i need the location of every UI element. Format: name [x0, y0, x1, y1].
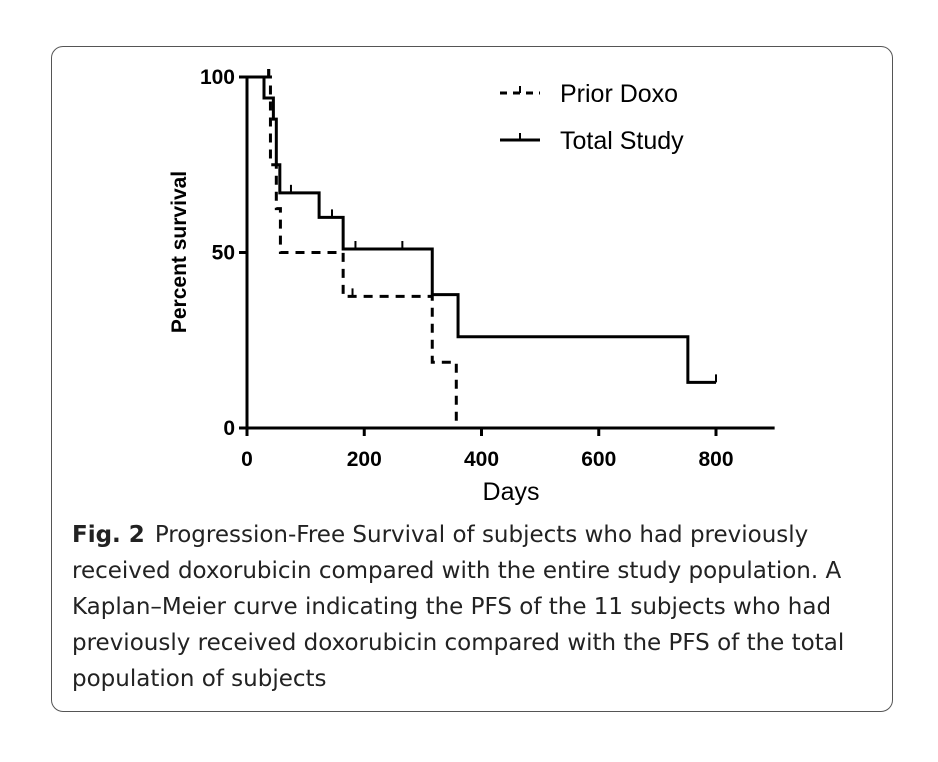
caption-label: Fig. 2: [72, 522, 145, 548]
legend-total-study: Total Study: [560, 127, 684, 155]
y-axis-label: Percent survival: [168, 171, 191, 333]
x-tick-label: 600: [581, 448, 616, 471]
legend-prior-doxo: Prior Doxo: [560, 80, 678, 108]
figure-caption: Fig. 2 Progression-Free Survival of subje…: [72, 517, 872, 697]
x-tick-label: 400: [464, 448, 499, 471]
x-tick-label: 800: [698, 448, 733, 471]
y-tick-label: 0: [223, 417, 235, 440]
x-tick-label: 200: [347, 448, 382, 471]
km-chart: 0 200 400 600 800 0 50 100 Percent survival Day…: [168, 66, 775, 506]
series-prior-doxo: [247, 75, 458, 428]
legend: Prior Doxo Total Study: [500, 80, 684, 155]
x-tick-label: 0: [241, 448, 253, 471]
caption-text: Progression-Free Survival of subjects wh…: [72, 522, 845, 692]
y-tick-label: 50: [212, 242, 235, 265]
y-tick-label: 100: [200, 66, 235, 89]
series-total-study: [247, 75, 716, 384]
figure-frame: [51, 46, 893, 712]
x-axis-label: Days: [483, 478, 540, 506]
